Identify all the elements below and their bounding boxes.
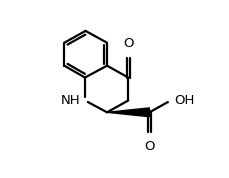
- Text: O: O: [123, 37, 133, 50]
- Text: OH: OH: [173, 94, 194, 107]
- Polygon shape: [106, 108, 149, 117]
- Text: NH: NH: [61, 94, 80, 107]
- Text: O: O: [144, 140, 154, 153]
